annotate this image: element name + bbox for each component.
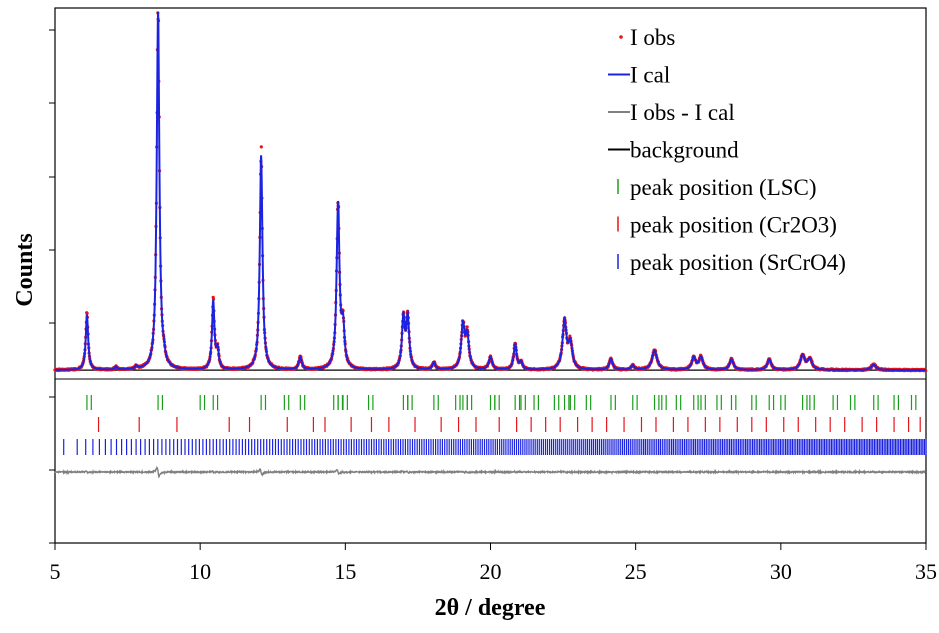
obs-point [259,145,263,149]
legend-entry: peak position (SrCrO4) [617,250,846,275]
peak-positions-srcro4 [63,439,927,455]
legend-entry: peak position (LSC) [617,175,817,200]
calculated-line [55,11,926,372]
legend-label: peak position (Cr2O3) [630,213,837,238]
peak-positions-cr2o3 [97,417,921,432]
legend-entry: background [608,138,739,163]
legend: I obs I cal I obs - I cal background peak po… [608,25,846,275]
y-axis-title: Counts [12,233,38,306]
x-tick-label: 35 [915,559,937,584]
difference-series [54,465,927,479]
legend-entry: I obs - I cal [608,100,735,125]
difference-line [54,465,927,479]
x-tick-label: 10 [189,559,211,584]
x-tick-label: 25 [625,559,647,584]
legend-entry: I obs [619,25,675,50]
x-tick-label: 20 [480,559,502,584]
calculated-series [55,11,926,372]
plot-border [54,7,927,544]
legend-entry: I cal [608,63,670,88]
y-axis-ticks [49,29,55,544]
x-axis-title: 2θ / degree [435,595,546,621]
plot-frame [54,7,927,544]
x-tick-label: 30 [770,559,792,584]
legend-label: background [630,138,739,163]
legend-label: I cal [630,63,670,88]
legend-label: peak position (LSC) [630,175,817,200]
x-tick-label: 5 [50,559,61,584]
legend-entry: peak position (Cr2O3) [617,213,837,238]
obs-point [85,311,89,315]
x-axis-ticks: 5 10 15 20 25 30 35 [50,543,937,584]
legend-label: I obs - I cal [630,100,735,125]
legend-label: I obs [630,25,675,50]
obs-point [465,325,469,329]
legend-label: peak position (SrCrO4) [630,250,846,275]
x-tick-label: 15 [334,559,356,584]
legend-dot-icon [619,35,623,39]
peak-positions-lsc [86,395,917,410]
